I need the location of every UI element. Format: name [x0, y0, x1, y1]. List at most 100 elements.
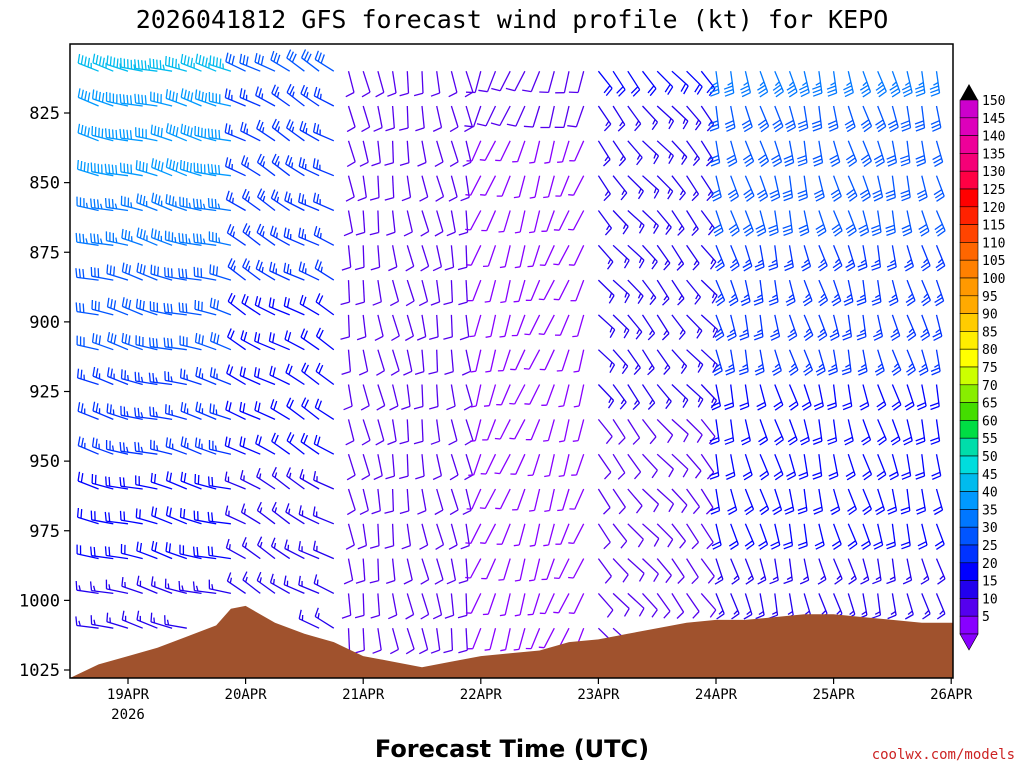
wind-barb — [76, 159, 99, 177]
wind-barb — [786, 454, 797, 481]
wind-barb — [491, 70, 511, 92]
wind-barb — [641, 279, 657, 306]
wind-barb — [355, 628, 365, 654]
wind-barb — [313, 86, 335, 107]
wind-barb — [770, 314, 781, 341]
wind-barb — [783, 140, 795, 167]
wind-barb — [642, 453, 658, 479]
wind-barb — [150, 576, 173, 595]
wind-barb — [544, 488, 555, 513]
x-tick-label: 26APR — [930, 687, 973, 703]
wind-barb — [105, 440, 129, 455]
wind-barb — [730, 558, 740, 585]
wind-barb — [741, 105, 753, 133]
wind-barb — [860, 140, 873, 168]
y-axis: 825 850 875 900 925 950 975 1000 1025 — [19, 104, 70, 681]
wind-barb — [151, 192, 173, 212]
wind-barb — [759, 453, 770, 481]
x-axis-label: Forecast Time (UTC) — [375, 735, 649, 763]
wind-barb — [627, 70, 641, 97]
wind-barb — [89, 581, 114, 595]
wind-barb — [75, 232, 99, 246]
wind-barb — [890, 314, 901, 342]
wind-barb — [514, 210, 526, 234]
wind-barb — [797, 488, 808, 515]
x-tick-label: 19APR — [107, 687, 150, 703]
wind-barb — [465, 523, 482, 545]
colorbar-swatch — [959, 331, 979, 350]
wind-barb — [446, 384, 456, 411]
wind-barb — [434, 488, 444, 516]
wind-barb — [671, 70, 689, 95]
wind-barb — [270, 537, 291, 560]
wind-barb — [345, 419, 355, 446]
wind-barb — [164, 371, 187, 386]
wind-barb — [742, 210, 754, 237]
wind-barb — [257, 536, 276, 560]
wind-barb — [845, 453, 856, 481]
wind-barb — [77, 436, 99, 455]
wind-barb — [570, 279, 585, 302]
wind-barb — [286, 432, 305, 455]
wind-barb — [105, 579, 129, 595]
wind-barb — [686, 314, 703, 339]
wind-barb — [597, 418, 613, 445]
wind-barb — [889, 70, 901, 98]
wind-barb — [753, 314, 764, 341]
wind-barb — [934, 523, 945, 550]
wind-barb — [788, 384, 799, 411]
wind-barb — [241, 293, 261, 316]
wind-barb — [91, 299, 114, 316]
wind-barb — [568, 558, 585, 579]
wind-barb — [107, 331, 129, 351]
wind-barb — [929, 71, 941, 97]
wind-barb — [506, 105, 526, 127]
wind-barb — [512, 488, 526, 511]
wind-barb — [207, 128, 231, 142]
wind-barb — [224, 471, 246, 490]
wind-barb — [458, 280, 468, 306]
wind-barb — [568, 175, 585, 196]
wind-barb — [656, 70, 674, 95]
wind-barb — [728, 279, 739, 307]
wind-barb — [194, 437, 217, 455]
wind-barb — [435, 523, 445, 550]
wind-barb — [178, 302, 202, 316]
wind-barb — [254, 401, 276, 420]
wind-barb — [612, 523, 628, 549]
wind-barb — [106, 55, 129, 72]
wind-barb — [711, 175, 722, 202]
wind-barb — [700, 592, 717, 618]
wind-barb — [180, 471, 202, 490]
wind-barb — [225, 190, 246, 212]
wind-barb — [856, 280, 867, 306]
wind-barb — [671, 244, 685, 271]
wind-barb — [419, 628, 429, 655]
wind-barb — [299, 469, 320, 490]
wind-barb — [543, 419, 555, 442]
wind-barb — [444, 245, 455, 271]
wind-barb — [918, 349, 929, 376]
colorbar-label: 30 — [982, 521, 998, 536]
wind-barb — [846, 175, 858, 202]
wind-barb — [642, 592, 658, 618]
wind-barb — [711, 523, 722, 550]
wind-barb — [627, 175, 644, 200]
wind-barb — [372, 279, 382, 306]
wind-barb — [827, 419, 838, 445]
wind-barb — [91, 473, 114, 490]
wind-barb — [253, 367, 276, 386]
wind-barb — [902, 558, 913, 585]
wind-barb — [891, 384, 902, 411]
wind-barb — [90, 233, 114, 246]
wind-barb — [195, 53, 217, 72]
wind-barb — [801, 245, 812, 272]
wind-barb — [478, 70, 497, 93]
wind-barb — [165, 542, 188, 560]
wind-barb — [490, 105, 511, 127]
wind-barb — [568, 71, 585, 94]
wind-barb — [544, 454, 555, 478]
wind-barb — [148, 372, 173, 386]
wind-barb — [597, 558, 612, 584]
wind-barb — [641, 419, 657, 445]
